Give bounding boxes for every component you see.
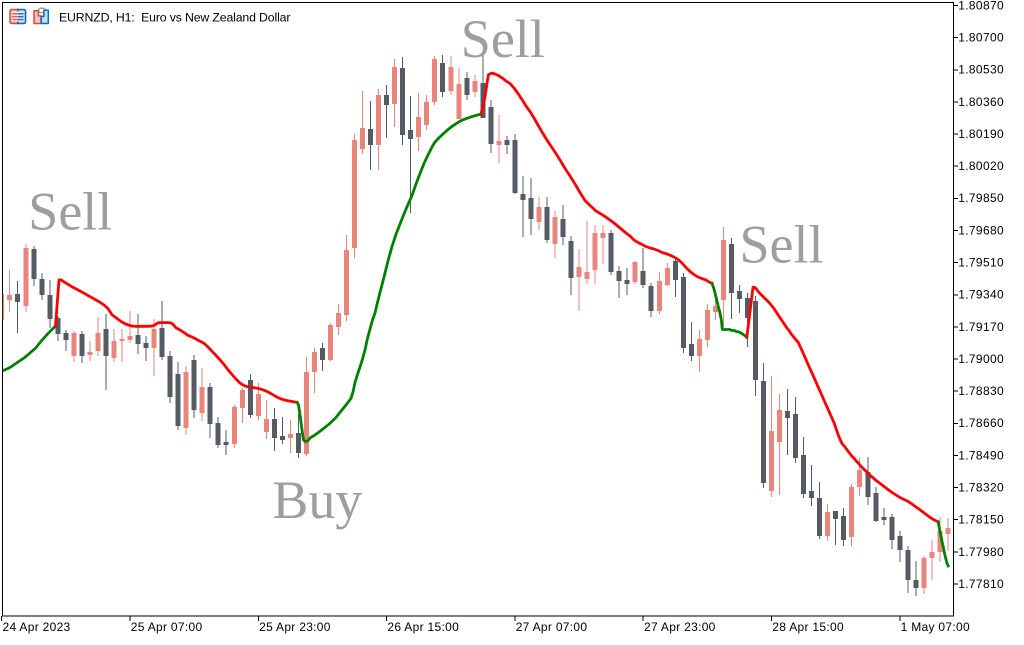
svg-text:27 Apr 23:00: 27 Apr 23:00 — [644, 620, 716, 634]
svg-text:1.79680: 1.79680 — [958, 223, 1004, 237]
svg-text:1.78490: 1.78490 — [958, 448, 1004, 462]
svg-text:Sell: Sell — [461, 9, 545, 69]
svg-text:1.77810: 1.77810 — [958, 577, 1004, 591]
svg-text:28 Apr 15:00: 28 Apr 15:00 — [772, 620, 844, 634]
svg-text:26 Apr 15:00: 26 Apr 15:00 — [387, 620, 459, 634]
svg-text:Sell: Sell — [28, 182, 112, 242]
svg-text:1.80190: 1.80190 — [958, 127, 1004, 141]
svg-text:1 May 07:00: 1 May 07:00 — [901, 620, 970, 634]
svg-text:EURNZD, H1: Euro vs New Zeala: EURNZD, H1: Euro vs New Zealand Dollar — [59, 10, 290, 24]
svg-text:1.79850: 1.79850 — [958, 191, 1004, 205]
svg-text:25 Apr 07:00: 25 Apr 07:00 — [131, 620, 203, 634]
svg-text:1.78150: 1.78150 — [958, 513, 1004, 527]
svg-text:1.80020: 1.80020 — [958, 159, 1004, 173]
svg-text:25 Apr 23:00: 25 Apr 23:00 — [259, 620, 331, 634]
svg-text:Sell: Sell — [740, 215, 824, 275]
svg-text:1.80360: 1.80360 — [958, 95, 1004, 109]
svg-text:24 Apr 2023: 24 Apr 2023 — [3, 620, 71, 634]
svg-text:1.78660: 1.78660 — [958, 416, 1004, 430]
svg-text:1.79510: 1.79510 — [958, 256, 1004, 270]
svg-text:1.79000: 1.79000 — [958, 352, 1004, 366]
svg-text:1.78320: 1.78320 — [958, 481, 1004, 495]
svg-text:27 Apr 07:00: 27 Apr 07:00 — [516, 620, 588, 634]
svg-text:1.78830: 1.78830 — [958, 384, 1004, 398]
svg-text:1.80870: 1.80870 — [958, 0, 1004, 12]
svg-text:1.80530: 1.80530 — [958, 63, 1004, 77]
svg-text:1.79340: 1.79340 — [958, 288, 1004, 302]
svg-text:1.80700: 1.80700 — [958, 31, 1004, 45]
svg-text:1.79170: 1.79170 — [958, 320, 1004, 334]
svg-text:1.77980: 1.77980 — [958, 545, 1004, 559]
svg-text:Buy: Buy — [272, 470, 362, 530]
